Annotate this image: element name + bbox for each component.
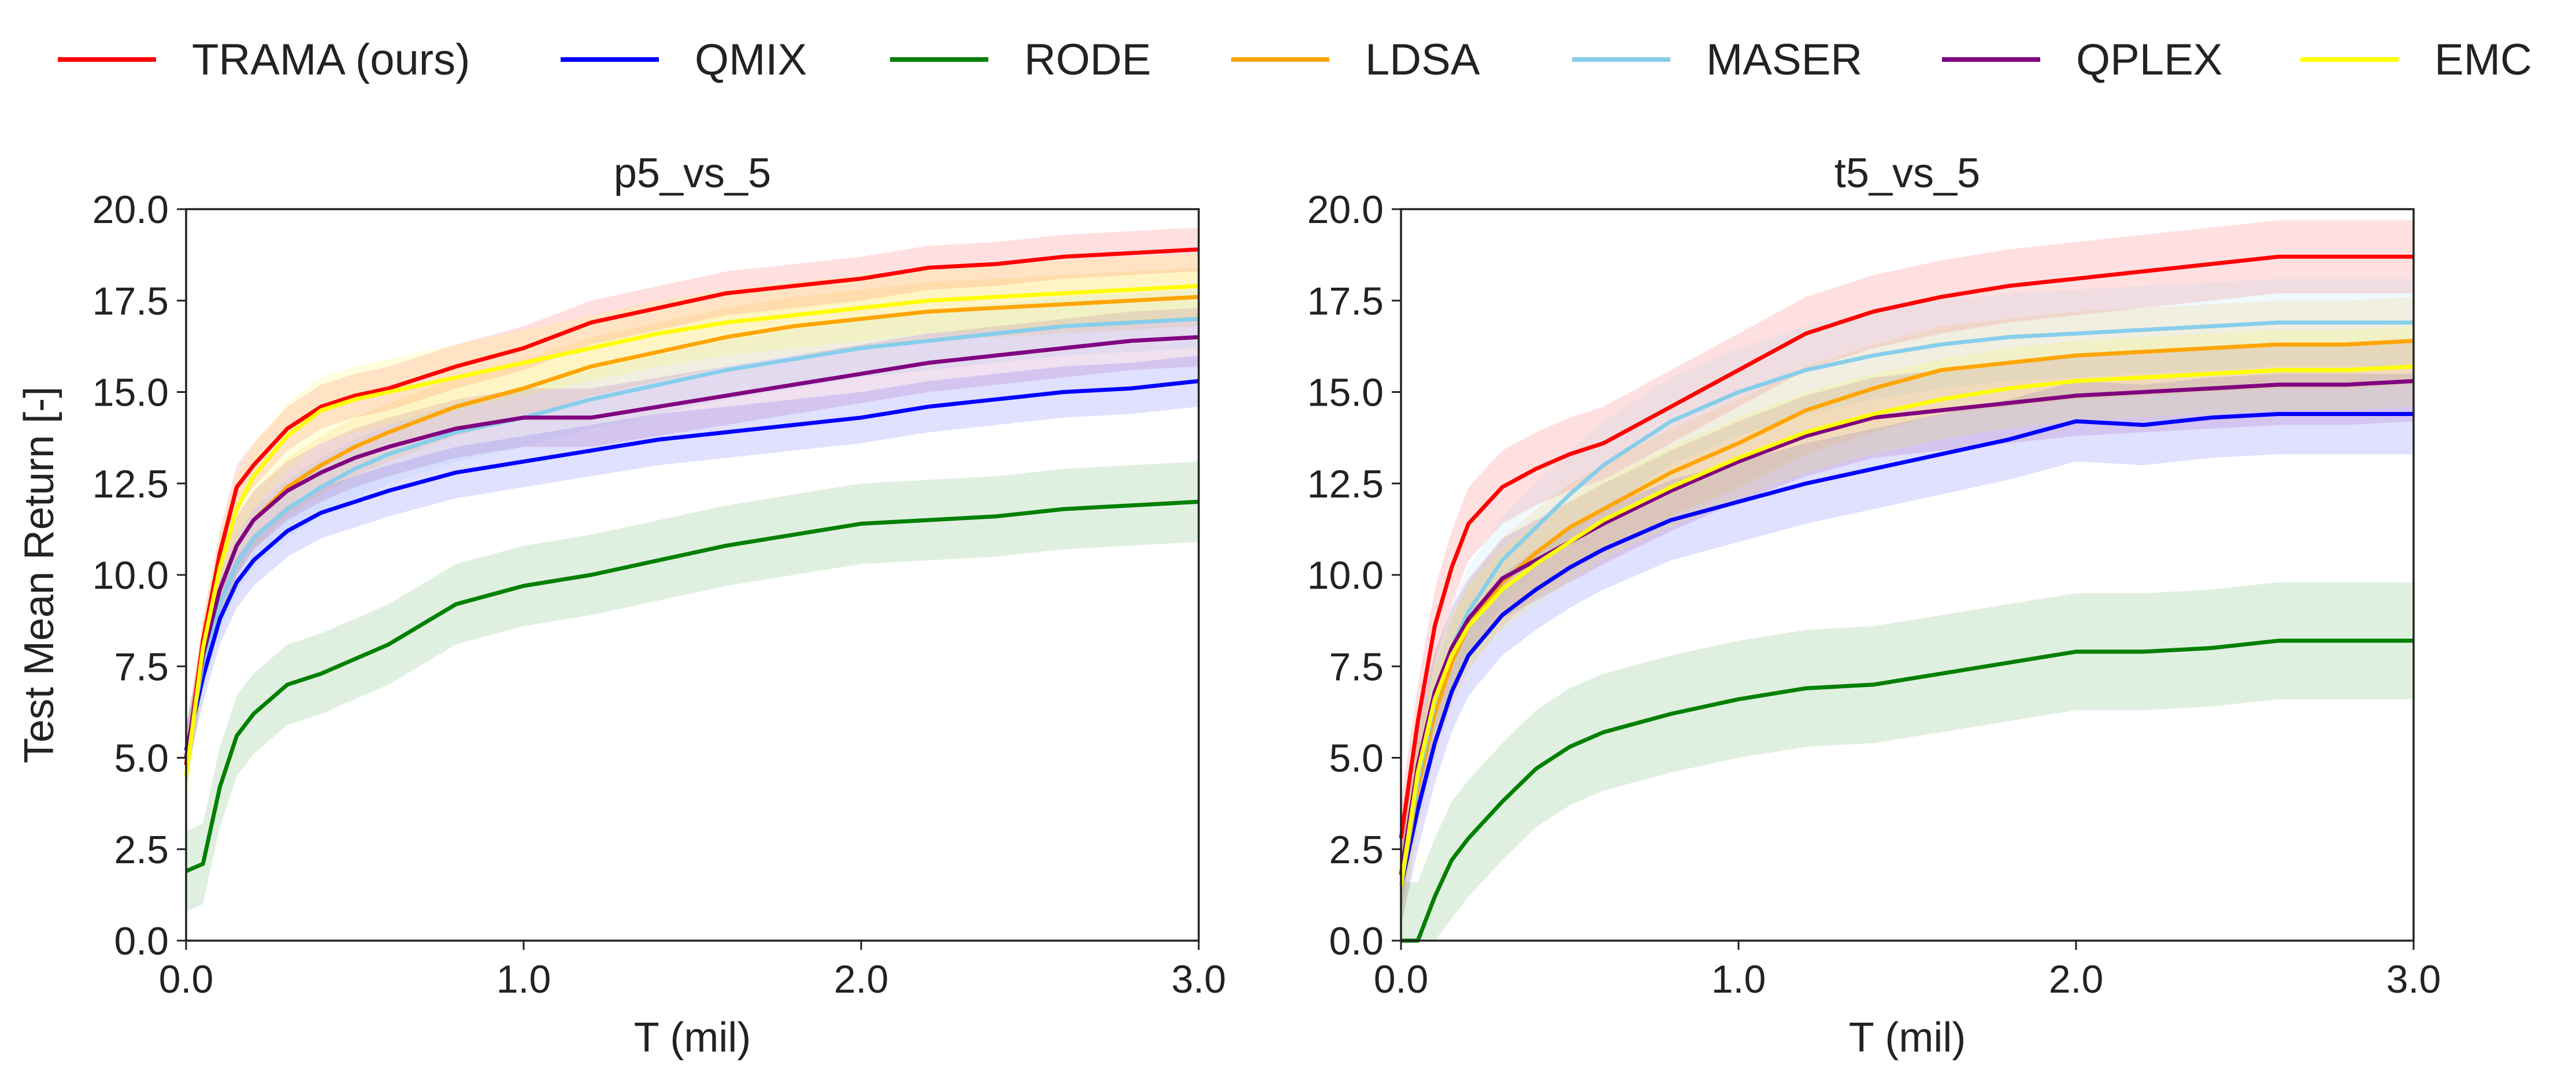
y-tick-label: 17.5 bbox=[92, 279, 169, 323]
legend-item-maser: MASER bbox=[1572, 28, 1862, 91]
legend-line-icon bbox=[1942, 57, 2040, 62]
legend-label: EMC bbox=[2434, 35, 2532, 84]
legend-label: QMIX bbox=[695, 35, 807, 84]
legend-item-trama: TRAMA (ours) bbox=[58, 28, 470, 91]
y-tick-label: 7.5 bbox=[1329, 645, 1384, 689]
x-tick-label: 1.0 bbox=[496, 957, 551, 1001]
legend-label: LDSA bbox=[1365, 35, 1480, 84]
x-tick-label: 3.0 bbox=[2386, 957, 2441, 1001]
x-tick-label: 0.0 bbox=[159, 957, 214, 1001]
y-tick-label: 12.5 bbox=[1307, 462, 1384, 506]
legend-label: TRAMA (ours) bbox=[192, 35, 470, 84]
confidence-band-0 bbox=[1401, 220, 2414, 875]
series-line-1 bbox=[1399, 412, 2414, 886]
series-line-0 bbox=[1399, 254, 2414, 839]
confidence-band-6 bbox=[186, 253, 1199, 809]
legend-line-icon bbox=[58, 57, 156, 62]
legend-line-icon bbox=[1572, 57, 1670, 62]
legend-line-icon bbox=[890, 57, 988, 62]
x-tick-label: 2.0 bbox=[834, 957, 889, 1001]
confidence-band-5 bbox=[186, 307, 1199, 788]
confidence-band-0 bbox=[186, 227, 1199, 788]
y-tick-label: 5.0 bbox=[1329, 737, 1384, 781]
y-tick-label: 15.0 bbox=[1307, 371, 1384, 415]
chart-title: p5_vs_5 bbox=[614, 150, 771, 196]
y-tick-label: 0.0 bbox=[114, 919, 169, 963]
y-tick-label: 5.0 bbox=[114, 737, 169, 781]
y-tick-label: 20.0 bbox=[92, 188, 169, 232]
confidence-band-1 bbox=[186, 355, 1199, 777]
legend-item-ldsa: LDSA bbox=[1231, 28, 1480, 91]
x-tick-label: 1.0 bbox=[1711, 957, 1766, 1001]
confidence-band-3 bbox=[186, 268, 1199, 788]
legend-item-emc: EMC bbox=[2300, 28, 2532, 91]
confidence-band-5 bbox=[1401, 340, 2414, 915]
x-tick-label: 2.0 bbox=[2049, 957, 2104, 1001]
y-tick-label: 12.5 bbox=[92, 462, 169, 506]
y-tick-label: 10.0 bbox=[92, 554, 169, 597]
confidence-band-2 bbox=[1401, 582, 2414, 941]
confidence-band-1 bbox=[1401, 373, 2414, 926]
y-tick-label: 20.0 bbox=[1307, 188, 1384, 232]
chart-title: t5_vs_5 bbox=[1834, 150, 1980, 196]
y-tick-label: 17.5 bbox=[1307, 279, 1384, 323]
y-tick-label: 2.5 bbox=[1329, 828, 1384, 872]
confidence-band-3 bbox=[1401, 296, 2414, 930]
x-tick-label: 0.0 bbox=[1374, 957, 1429, 1001]
legend-line-icon bbox=[1231, 57, 1329, 62]
series-line-2 bbox=[1401, 638, 2414, 943]
legend-item-rode: RODE bbox=[890, 28, 1151, 91]
x-axis-label: T (mil) bbox=[1849, 1015, 1966, 1061]
confidence-band-2 bbox=[186, 461, 1199, 912]
y-tick-label: 10.0 bbox=[1307, 554, 1384, 597]
legend: TRAMA (ours) QMIX RODE LDSA MASER QPLEX … bbox=[0, 0, 2576, 116]
legend-line-icon bbox=[561, 57, 659, 62]
chart-t5-vs-5: 0.0 2.5 5.0 7.5 10.0 12.5 15.0 17.5 20.0 0.0 1.0 2.… bbox=[1307, 150, 2441, 1061]
series-line-2 bbox=[185, 499, 1199, 873]
legend-item-qmix: QMIX bbox=[561, 28, 807, 91]
series-line-3 bbox=[1399, 339, 2414, 886]
y-axis-label: Test Mean Return [-] bbox=[16, 387, 62, 763]
legend-line-icon bbox=[2300, 57, 2399, 62]
series-line-5 bbox=[184, 335, 1199, 759]
legend-label: QPLEX bbox=[2076, 35, 2223, 84]
x-axis-label: T (mil) bbox=[634, 1015, 751, 1061]
x-tick-label: 3.0 bbox=[1172, 957, 1226, 1001]
confidence-band-4 bbox=[1401, 278, 2414, 930]
legend-item-qplex: QPLEX bbox=[1942, 28, 2222, 91]
confidence-band-6 bbox=[1401, 326, 2414, 926]
legend-label: RODE bbox=[1024, 35, 1151, 84]
y-tick-label: 15.0 bbox=[92, 371, 169, 415]
series-line-6 bbox=[1399, 364, 2414, 886]
series-line-6 bbox=[184, 284, 1199, 777]
y-tick-label: 2.5 bbox=[114, 828, 169, 872]
chart-p5-vs-5: 0.0 2.5 5.0 7.5 10.0 12.5 15.0 17.5 20.0 0.0 1.0 2.… bbox=[16, 150, 1226, 1061]
series-line-1 bbox=[184, 379, 1199, 751]
legend-label: MASER bbox=[1706, 35, 1863, 84]
series-line-5 bbox=[1399, 379, 2414, 875]
series-line-0 bbox=[184, 247, 1199, 766]
y-tick-label: 7.5 bbox=[114, 645, 169, 689]
y-tick-label: 0.0 bbox=[1329, 919, 1384, 963]
